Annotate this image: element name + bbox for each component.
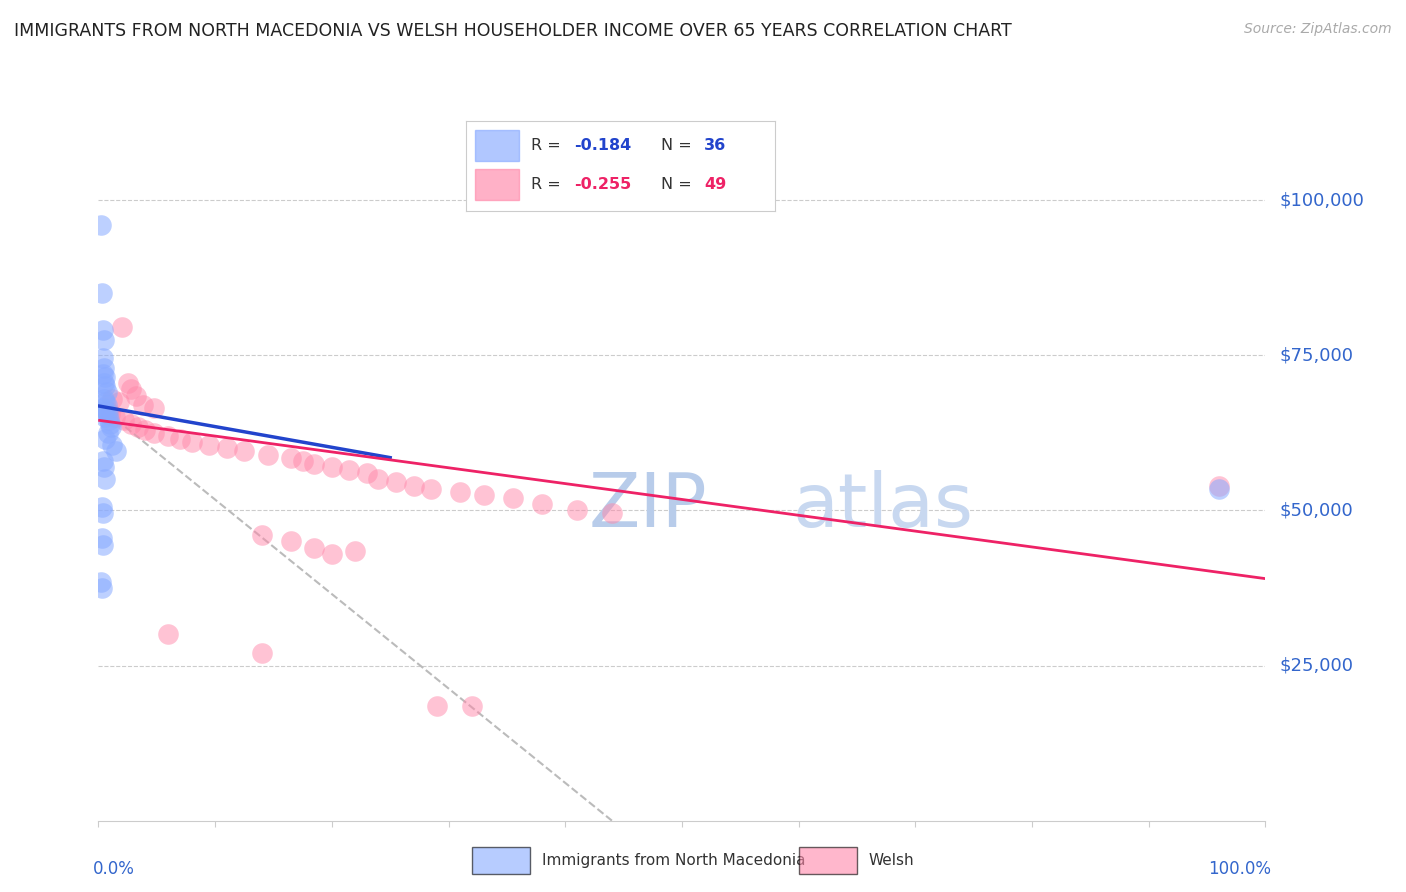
Point xyxy=(565,503,588,517)
Point xyxy=(90,531,112,545)
Point xyxy=(256,448,278,462)
Point xyxy=(127,419,149,434)
Point xyxy=(117,376,139,391)
Point xyxy=(104,410,127,425)
Point xyxy=(502,491,524,505)
Point xyxy=(91,507,114,521)
Point xyxy=(91,351,114,366)
Point xyxy=(291,454,314,468)
Point xyxy=(98,417,121,431)
Point xyxy=(97,413,120,427)
Point xyxy=(280,534,302,549)
Point xyxy=(100,419,122,434)
Point xyxy=(94,379,117,393)
Point xyxy=(97,407,120,421)
Text: $100,000: $100,000 xyxy=(1279,191,1364,209)
Point xyxy=(108,394,131,409)
Point xyxy=(90,574,112,589)
Point xyxy=(250,646,273,660)
Text: $75,000: $75,000 xyxy=(1279,346,1354,364)
Point xyxy=(112,413,135,427)
FancyBboxPatch shape xyxy=(472,847,530,874)
Point xyxy=(93,404,115,418)
Point xyxy=(91,537,114,551)
Text: atlas: atlas xyxy=(793,470,974,543)
Point xyxy=(93,360,115,375)
Text: $25,000: $25,000 xyxy=(1279,657,1354,674)
Point xyxy=(93,333,115,347)
Point xyxy=(96,398,118,412)
Point xyxy=(101,392,124,406)
Point xyxy=(250,528,273,542)
Point xyxy=(96,385,118,400)
Point xyxy=(157,429,180,443)
Point xyxy=(367,472,389,486)
Point xyxy=(321,547,343,561)
Text: 100.0%: 100.0% xyxy=(1208,860,1271,878)
Point xyxy=(1208,478,1230,492)
Text: ZIP: ZIP xyxy=(589,470,707,543)
Point xyxy=(111,320,134,334)
Point xyxy=(420,482,443,496)
FancyBboxPatch shape xyxy=(799,847,856,874)
Point xyxy=(461,698,484,713)
Point xyxy=(101,438,124,452)
Point xyxy=(90,286,112,301)
Point xyxy=(143,401,166,415)
Text: Source: ZipAtlas.com: Source: ZipAtlas.com xyxy=(1244,22,1392,37)
Point xyxy=(94,432,117,446)
Point xyxy=(356,466,378,480)
Point xyxy=(1208,482,1230,496)
Text: Immigrants from North Macedonia: Immigrants from North Macedonia xyxy=(541,853,806,868)
Point xyxy=(91,454,114,468)
Point xyxy=(449,484,471,499)
Point xyxy=(321,459,343,474)
Point xyxy=(304,541,326,555)
Point xyxy=(157,627,180,641)
Point xyxy=(198,438,221,452)
Point xyxy=(120,417,142,431)
Point xyxy=(132,398,155,412)
Text: 0.0%: 0.0% xyxy=(93,860,135,878)
Point xyxy=(402,478,425,492)
Text: Welsh: Welsh xyxy=(869,853,914,868)
Point xyxy=(233,444,256,458)
Point xyxy=(280,450,302,465)
Point xyxy=(337,463,360,477)
Point xyxy=(91,367,114,381)
Point xyxy=(97,404,120,418)
Point xyxy=(97,425,120,440)
Point xyxy=(472,488,495,502)
Point xyxy=(426,698,449,713)
Point xyxy=(104,444,127,458)
Point xyxy=(143,425,166,440)
Point xyxy=(91,323,114,337)
Point xyxy=(169,432,191,446)
Point xyxy=(530,497,553,511)
Point xyxy=(96,405,118,419)
Point xyxy=(120,383,142,397)
Point xyxy=(90,581,112,595)
Point xyxy=(93,392,115,406)
Point xyxy=(134,423,156,437)
Text: IMMIGRANTS FROM NORTH MACEDONIA VS WELSH HOUSEHOLDER INCOME OVER 65 YEARS CORREL: IMMIGRANTS FROM NORTH MACEDONIA VS WELSH… xyxy=(14,22,1012,40)
Point xyxy=(94,472,117,486)
Point xyxy=(385,475,408,490)
Point xyxy=(91,401,114,415)
Point xyxy=(90,218,112,232)
Point xyxy=(98,407,121,421)
Point xyxy=(94,370,117,384)
Point xyxy=(600,507,623,521)
Point xyxy=(125,388,148,402)
Point xyxy=(93,376,115,391)
Point xyxy=(215,442,238,456)
Text: $50,000: $50,000 xyxy=(1279,501,1353,519)
Point xyxy=(93,459,115,474)
Point xyxy=(94,410,117,425)
Point xyxy=(304,457,326,471)
Point xyxy=(180,435,202,450)
Point xyxy=(94,394,117,409)
Point xyxy=(344,543,367,558)
Point xyxy=(90,500,112,515)
